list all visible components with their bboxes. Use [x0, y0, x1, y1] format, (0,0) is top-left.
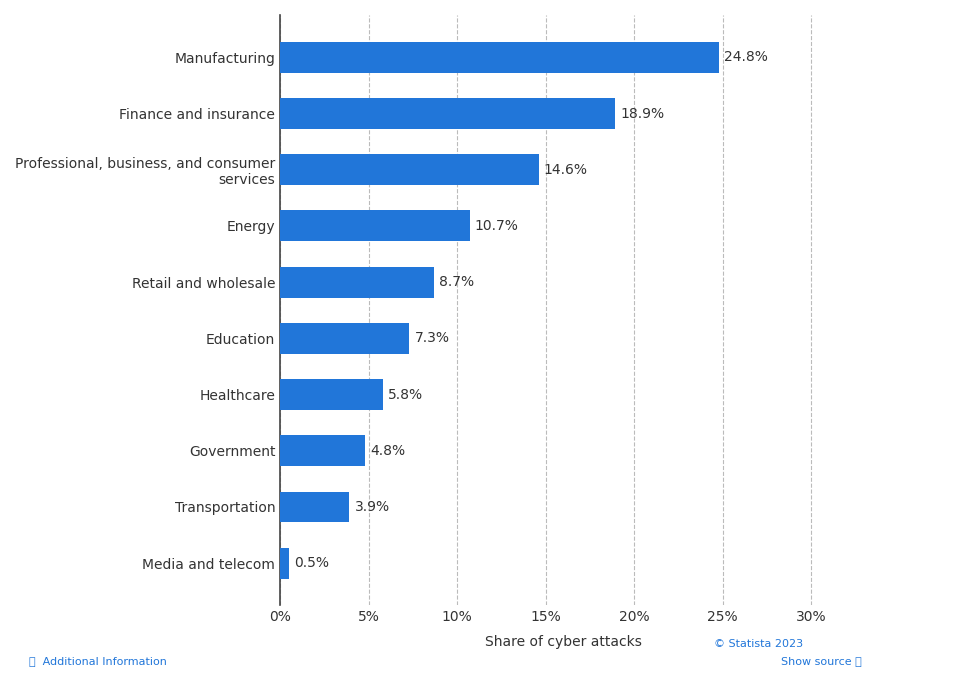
Bar	[280, 435, 365, 466]
Text: 7.3%: 7.3%	[415, 332, 449, 345]
Text: 3.9%: 3.9%	[354, 500, 389, 514]
Bar	[280, 266, 433, 298]
Bar	[280, 323, 409, 354]
Text: 18.9%: 18.9%	[619, 106, 663, 121]
Text: 0.5%: 0.5%	[294, 556, 329, 570]
Bar	[280, 98, 614, 129]
Text: 14.6%: 14.6%	[544, 163, 587, 177]
Bar	[280, 210, 469, 241]
Text: ⓘ  Additional Information: ⓘ Additional Information	[29, 656, 167, 666]
Bar	[280, 155, 538, 185]
Text: 8.7%: 8.7%	[439, 275, 474, 289]
Text: 5.8%: 5.8%	[387, 388, 422, 401]
Text: 24.8%: 24.8%	[724, 50, 768, 64]
Text: 10.7%: 10.7%	[474, 219, 518, 233]
Text: 4.8%: 4.8%	[370, 444, 405, 458]
Text: © Statista 2023: © Statista 2023	[713, 639, 802, 650]
Bar	[280, 379, 382, 410]
X-axis label: Share of cyber attacks: Share of cyber attacks	[484, 635, 642, 650]
Bar	[280, 42, 719, 73]
Text: Show source ⓘ: Show source ⓘ	[780, 656, 861, 666]
Bar	[280, 548, 289, 578]
Bar	[280, 492, 349, 523]
